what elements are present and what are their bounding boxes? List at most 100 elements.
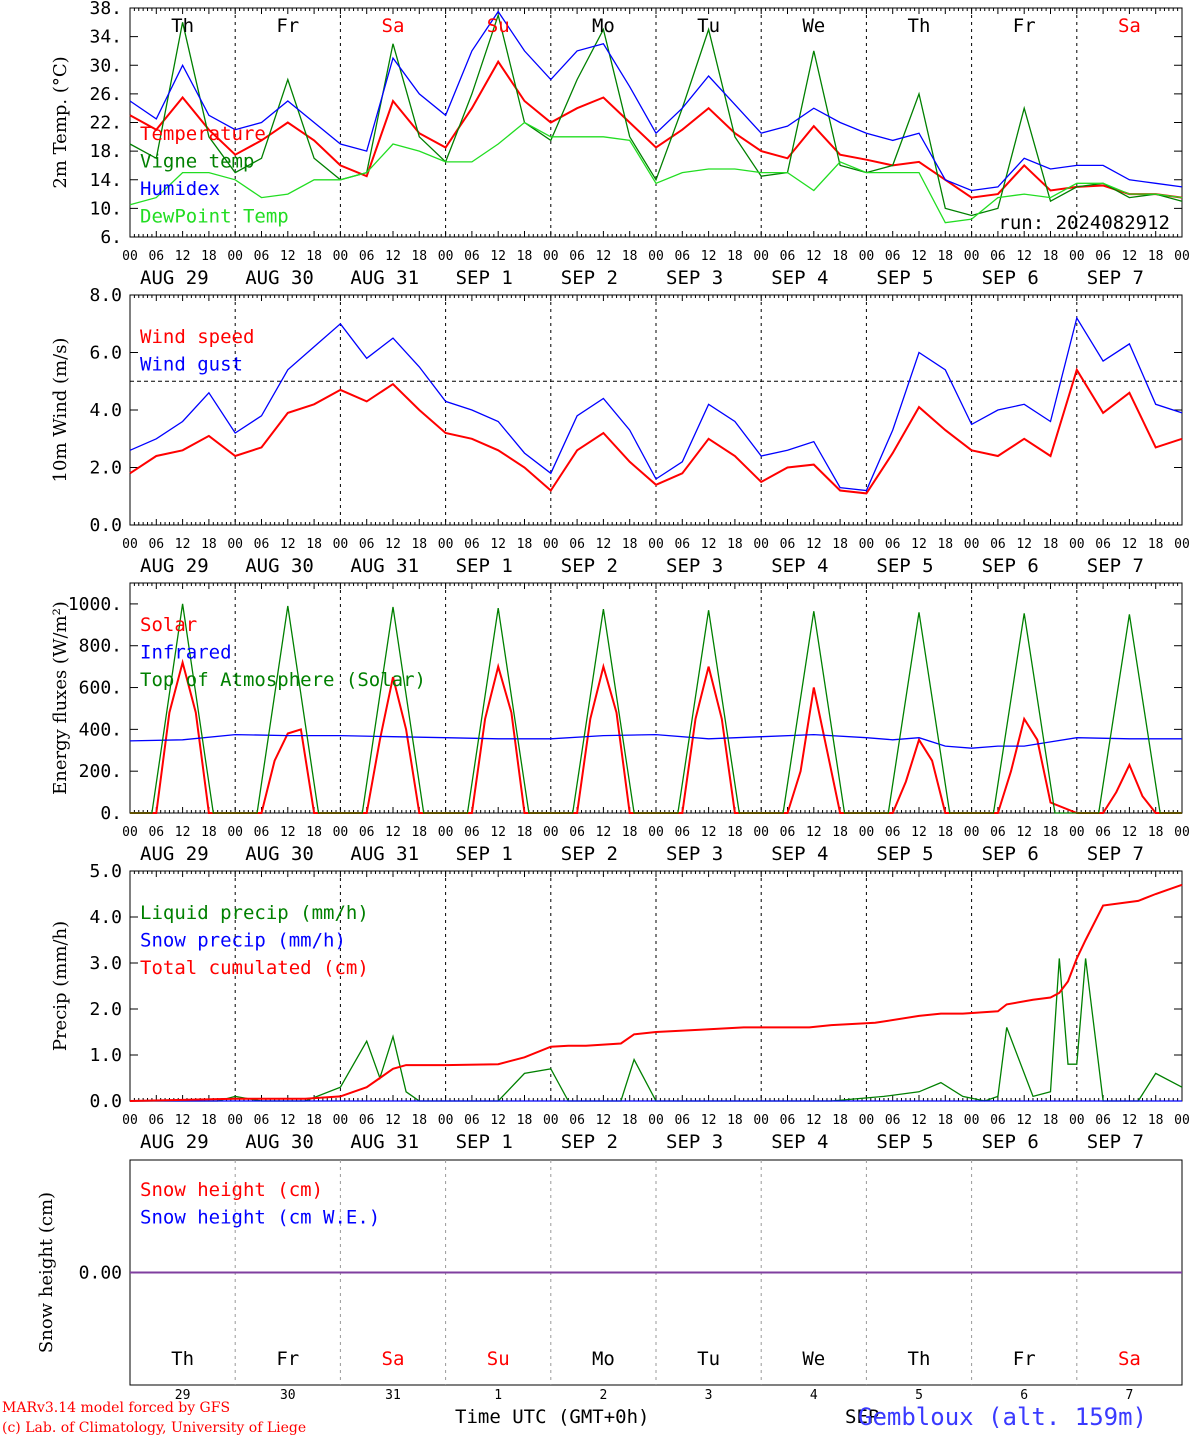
- weekday-label: Fr: [276, 1348, 299, 1370]
- weekday-label: Th: [171, 15, 194, 37]
- date-label: SEP 1: [456, 843, 513, 865]
- hour-tick-label: 06: [254, 1113, 270, 1128]
- hour-tick-label: 18: [411, 249, 427, 264]
- y-tick-label: 400.: [79, 719, 122, 740]
- x-axis-label: Time UTC (GMT+0h): [455, 1406, 650, 1428]
- series-line: [129, 316, 1183, 492]
- y-tick-label: 26.: [89, 84, 122, 105]
- hour-tick-label: 18: [1148, 1113, 1164, 1128]
- hour-tick-label: 18: [201, 825, 217, 840]
- hour-tick-label: 18: [622, 825, 638, 840]
- date-label: AUG 31: [350, 843, 419, 865]
- hour-tick-label: 00: [227, 825, 243, 840]
- hour-tick-label: 18: [411, 1113, 427, 1128]
- hour-tick-label: 00: [753, 249, 769, 264]
- date-label: SEP 5: [876, 267, 933, 289]
- hour-tick-label: 06: [990, 825, 1006, 840]
- site-label: Gembloux (alt. 159m): [858, 1403, 1147, 1431]
- hour-tick-label: 06: [1095, 537, 1111, 552]
- hour-tick-label: 00: [438, 1113, 454, 1128]
- weekday-label: Tu: [697, 1348, 720, 1370]
- hour-tick-label: 00: [122, 825, 138, 840]
- hour-tick-label: 12: [701, 825, 717, 840]
- hour-tick-label: 00: [859, 825, 875, 840]
- hour-tick-label: 00: [964, 537, 980, 552]
- legend-entry: Liquid precip (mm/h): [140, 902, 369, 924]
- hour-tick-label: 18: [201, 249, 217, 264]
- y-tick-label: 0.0: [89, 515, 122, 536]
- weekday-label: Sa: [382, 1348, 405, 1370]
- y-axis-label: Precip (mm/h): [50, 921, 71, 1051]
- hour-tick-label: 00: [1069, 825, 1085, 840]
- hour-tick-label: 06: [464, 825, 480, 840]
- legend-entry: Snow precip (mm/h): [140, 930, 346, 952]
- hour-tick-label: 00: [333, 825, 349, 840]
- date-label: AUG 29: [140, 1131, 209, 1153]
- run-label: run: 2024082912: [998, 212, 1170, 234]
- legend-entry: Wind gust: [140, 354, 243, 376]
- y-tick-label: 200.: [79, 761, 122, 782]
- date-label: SEP 6: [982, 1131, 1039, 1153]
- hour-tick-label: 06: [674, 1113, 690, 1128]
- hour-tick-label: 12: [175, 249, 191, 264]
- hour-tick-label: 12: [911, 537, 927, 552]
- hour-tick-label: 12: [596, 537, 612, 552]
- hour-tick-label: 18: [1043, 249, 1059, 264]
- y-tick-label: 0.: [100, 803, 122, 824]
- hour-tick-label: 12: [806, 249, 822, 264]
- hour-tick-label: 06: [359, 537, 375, 552]
- date-label: SEP 2: [561, 267, 618, 289]
- weekday-label: Th: [171, 1348, 194, 1370]
- legend-entry: DewPoint Temp: [140, 206, 289, 228]
- date-label: SEP 7: [1087, 267, 1144, 289]
- y-tick-label: 6.0: [89, 343, 122, 364]
- hour-tick-label: 00: [227, 537, 243, 552]
- y-tick-label: 10.: [89, 198, 122, 219]
- legend-entry: Temperature: [140, 123, 266, 145]
- copyright-credit: (c) Lab. of Climatology, University of L…: [2, 1420, 307, 1436]
- hour-tick-label: 12: [1016, 1113, 1032, 1128]
- hour-tick-label: 06: [885, 537, 901, 552]
- hour-tick-label: 06: [674, 249, 690, 264]
- hour-tick-label: 00: [964, 249, 980, 264]
- hour-tick-label: 06: [885, 825, 901, 840]
- weekday-label: Mo: [592, 1348, 615, 1370]
- hour-tick-label: 18: [727, 1113, 743, 1128]
- legend-entry: Total cumulated (cm): [140, 957, 369, 979]
- date-label: SEP 4: [771, 1131, 828, 1153]
- legend-entry: Top of Atmosphere (Solar): [140, 669, 426, 691]
- y-tick-label: 8.0: [89, 285, 122, 306]
- hour-tick-label: 00: [438, 825, 454, 840]
- hour-tick-label: 12: [175, 537, 191, 552]
- y-axis-label: 10m Wind (m/s): [50, 338, 71, 483]
- date-label: SEP 1: [456, 267, 513, 289]
- weekday-label: Su: [487, 15, 510, 37]
- hour-tick-label: 06: [990, 537, 1006, 552]
- hour-tick-label: 06: [990, 249, 1006, 264]
- series-line: [130, 958, 1183, 1102]
- hour-tick-label: 12: [385, 249, 401, 264]
- hour-tick-label: 12: [280, 537, 296, 552]
- hour-tick-label: 12: [1016, 249, 1032, 264]
- hour-tick-label: 12: [385, 537, 401, 552]
- date-label: AUG 30: [245, 843, 314, 865]
- hour-tick-label: 06: [780, 537, 796, 552]
- y-tick-label: 6.: [100, 227, 122, 248]
- series-line: [130, 603, 1182, 814]
- y-axis-label: Energy fluxes (W/m²): [50, 601, 71, 795]
- hour-tick-label: 00: [1174, 249, 1190, 264]
- hour-tick-label: 00: [859, 537, 875, 552]
- day-number-label: 5: [915, 1388, 923, 1403]
- hour-tick-label: 00: [122, 1113, 138, 1128]
- date-label: AUG 30: [245, 267, 314, 289]
- hour-tick-label: 00: [438, 537, 454, 552]
- hour-tick-label: 00: [543, 537, 559, 552]
- hour-tick-label: 12: [911, 825, 927, 840]
- date-label: AUG 29: [140, 555, 209, 577]
- hour-tick-label: 12: [596, 249, 612, 264]
- y-tick-label: 2.0: [89, 999, 122, 1020]
- y-tick-label: 4.0: [89, 907, 122, 928]
- hour-tick-label: 06: [1095, 249, 1111, 264]
- hour-tick-label: 12: [175, 825, 191, 840]
